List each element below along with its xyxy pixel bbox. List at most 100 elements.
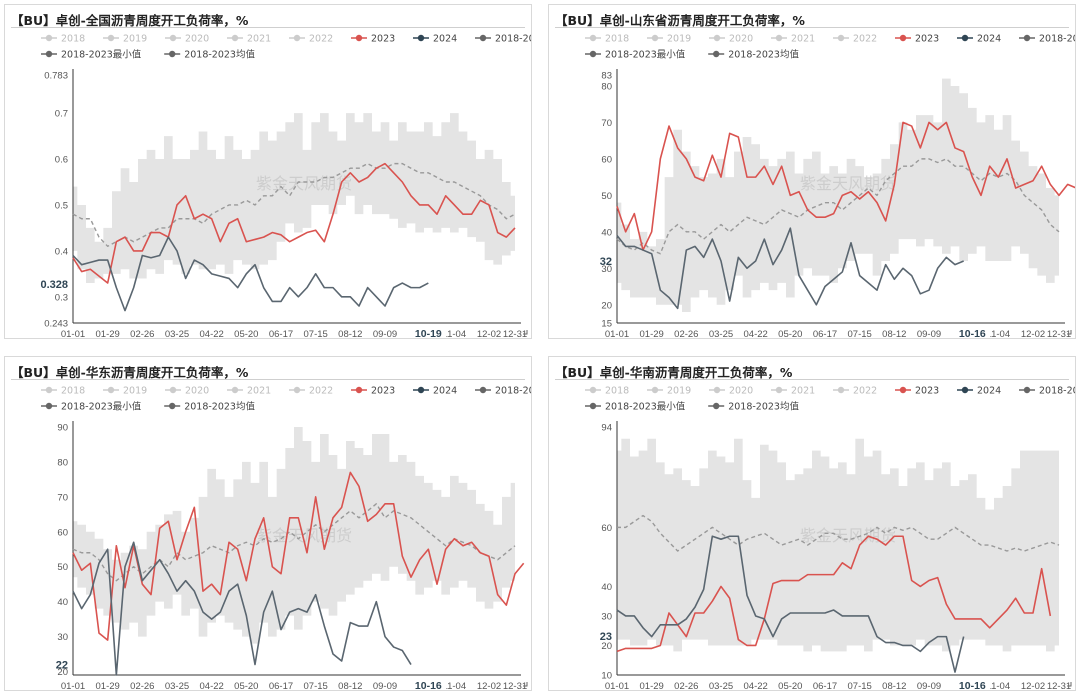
x-current-date-label: 10-16: [959, 328, 986, 338]
y-tick-label: 70: [57, 492, 68, 503]
legend-swatch-dot: [45, 34, 53, 42]
legend-swatch-dot: [1023, 34, 1031, 42]
y-tick-label: 20: [601, 300, 612, 311]
legend-swatch-dot: [107, 34, 115, 42]
legend-item-2018: 2018: [585, 386, 629, 397]
legend-label: 2018: [605, 386, 629, 397]
x-tick-label: 01-29: [96, 329, 120, 338]
x-tick-label: 07-15: [304, 681, 328, 690]
y-tick-label: 50: [601, 191, 612, 202]
x-current-label-bg: [410, 326, 447, 338]
legend-swatch-dot: [713, 50, 720, 58]
x-tick-label: 06-17: [269, 681, 293, 690]
max-min-range-band: [617, 78, 1059, 313]
x-tick-label: 04-22: [744, 329, 768, 338]
legend-label: 2024: [977, 386, 1001, 397]
max-min-range-band: [617, 438, 1059, 652]
x-current-label-bg: [954, 678, 991, 690]
legend-swatch-dot: [479, 34, 487, 42]
x-tick-label: 04-22: [744, 681, 768, 690]
legend-label: 2023: [371, 386, 395, 397]
legend-swatch-dot: [837, 386, 845, 394]
legend-swatch-dot: [45, 402, 53, 410]
legend-item-2019: 2019: [647, 34, 691, 45]
y-tick-label: 30: [601, 264, 612, 275]
legend-label: 2020: [185, 34, 209, 45]
legend-item-2020: 2020: [709, 34, 753, 45]
legend-label: 2021: [247, 34, 271, 45]
legend-label: 2018: [61, 34, 85, 45]
legend-swatch-dot: [355, 34, 363, 42]
legend-swatch-dot: [837, 34, 845, 42]
x-tick-label: 05-20: [778, 681, 802, 690]
x-tick-label: 01-01: [605, 681, 629, 690]
y-tick-label: 20: [601, 641, 612, 652]
chart-title: 【BU】卓创-山东省沥青周度开工负荷率，%: [555, 13, 805, 28]
legend-label: 2018: [61, 386, 85, 397]
legend-label: 2022: [309, 386, 333, 397]
y-tick-label: 0.5: [55, 200, 68, 211]
corner-marker: [1067, 330, 1072, 335]
legend-label: 2024: [433, 34, 457, 45]
legend-label: 2020: [185, 386, 209, 397]
series-line-average: [72, 162, 516, 248]
x-tick-label: 11-04: [443, 681, 467, 690]
legend-item-2018-2023: 2018-2023最大值: [1019, 385, 1075, 397]
legend-item-2018: 2018: [41, 34, 85, 45]
legend-swatch-dot: [169, 386, 177, 394]
x-tick-label: 09-09: [917, 329, 941, 338]
legend-label: 2024: [433, 386, 457, 397]
legend-item-2018-2023: 2018-2023最小值: [41, 49, 142, 61]
legend-swatch-dot: [961, 34, 969, 42]
x-tick-label: 12-31: [1047, 681, 1071, 690]
x-tick-label: 01-01: [61, 681, 85, 690]
series-line-average: [72, 503, 516, 582]
x-tick-label: 03-25: [165, 329, 189, 338]
x-tick-label: 12-02: [477, 681, 501, 690]
legend-swatch-dot: [589, 386, 597, 394]
legend-swatch-dot: [231, 386, 239, 394]
legend-swatch-dot: [231, 34, 239, 42]
chart-panel-south-china: 【BU】卓创-华南沥青周度开工负荷率，% 2018 2019 2020 2021 202…: [548, 356, 1076, 691]
x-tick-label: 02-26: [674, 681, 698, 690]
y-tick-label: 80: [57, 457, 68, 468]
legend-label: 2018-2023最大值: [1039, 33, 1075, 45]
legend-item-2023: 2023: [351, 34, 395, 45]
x-tick-label: 08-12: [882, 681, 906, 690]
legend-item-2021: 2021: [227, 34, 271, 45]
series-line-average: [617, 514, 1060, 552]
x-tick-label: 01-01: [61, 329, 85, 338]
legend-swatch-dot: [589, 34, 597, 42]
legend-item-2022: 2022: [289, 386, 333, 397]
x-tick-label: 07-15: [848, 329, 872, 338]
series-line-2024: [616, 535, 965, 673]
y-current-value-label: 32: [600, 256, 612, 268]
watermark: 紫金天风期货: [800, 174, 896, 193]
y-tick-label: 83: [601, 71, 612, 82]
x-tick-label: 01-29: [96, 681, 120, 690]
x-tick-label: 02-26: [674, 329, 698, 338]
watermark: 紫金天风期货: [256, 174, 352, 193]
legend-label: 2018-2023最小值: [605, 49, 686, 61]
series-line-2023: [616, 535, 1052, 653]
legend-item-2024: 2024: [413, 34, 457, 45]
legend-label: 2018: [605, 34, 629, 45]
y-tick-label: 10: [601, 671, 612, 682]
legend-swatch-dot: [45, 386, 53, 394]
x-tick-label: 02-26: [130, 681, 154, 690]
title-divider: [555, 27, 1069, 28]
x-tick-label: 04-22: [200, 329, 224, 338]
legend-item-2023: 2023: [895, 34, 939, 45]
legend-label: 2022: [853, 386, 877, 397]
x-tick-label: 12-31: [503, 681, 527, 690]
y-tick-label: 0.243: [44, 319, 68, 330]
chart-panel-shandong: 【BU】卓创-山东省沥青周度开工负荷率，% 2018 2019 2020 2021 20…: [548, 4, 1076, 339]
legend-swatch-dot: [293, 34, 301, 42]
legend-item-2020: 2020: [165, 34, 209, 45]
title-divider: [555, 379, 1069, 380]
y-tick-label: 0.783: [44, 71, 68, 82]
legend-item-2020: 2020: [709, 386, 753, 397]
legend-swatch-dot: [293, 386, 301, 394]
x-tick-label: 03-25: [709, 329, 733, 338]
legend-label: 2018-2023均值: [184, 49, 255, 61]
